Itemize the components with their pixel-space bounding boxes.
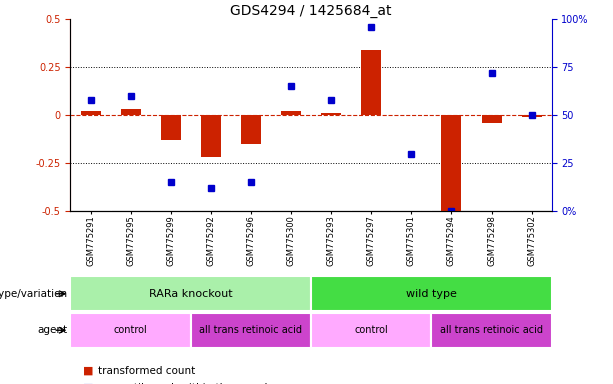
Bar: [311, 276, 552, 311]
Bar: [281, 111, 301, 115]
Bar: [361, 50, 381, 115]
Text: RARa knockout: RARa knockout: [149, 289, 232, 299]
Bar: [70, 313, 191, 348]
Bar: [432, 313, 552, 348]
Bar: [441, 115, 462, 211]
Bar: [80, 111, 101, 115]
Bar: [70, 276, 311, 311]
Bar: [241, 115, 261, 144]
Text: control: control: [114, 325, 148, 335]
Text: control: control: [354, 325, 388, 335]
Text: ■: ■: [83, 366, 93, 376]
Bar: [201, 115, 221, 157]
Bar: [482, 115, 501, 123]
Text: percentile rank within the sample: percentile rank within the sample: [98, 383, 274, 384]
Bar: [191, 313, 311, 348]
Text: genotype/variation: genotype/variation: [0, 289, 67, 299]
Bar: [321, 113, 341, 115]
Text: all trans retinoic acid: all trans retinoic acid: [199, 325, 302, 335]
Text: ■: ■: [83, 383, 93, 384]
Text: agent: agent: [37, 325, 67, 335]
Bar: [311, 313, 432, 348]
Bar: [161, 115, 181, 140]
Bar: [522, 115, 542, 117]
Text: all trans retinoic acid: all trans retinoic acid: [440, 325, 543, 335]
Title: GDS4294 / 1425684_at: GDS4294 / 1425684_at: [230, 4, 392, 18]
Text: wild type: wild type: [406, 289, 457, 299]
Text: transformed count: transformed count: [98, 366, 196, 376]
Bar: [121, 109, 140, 115]
